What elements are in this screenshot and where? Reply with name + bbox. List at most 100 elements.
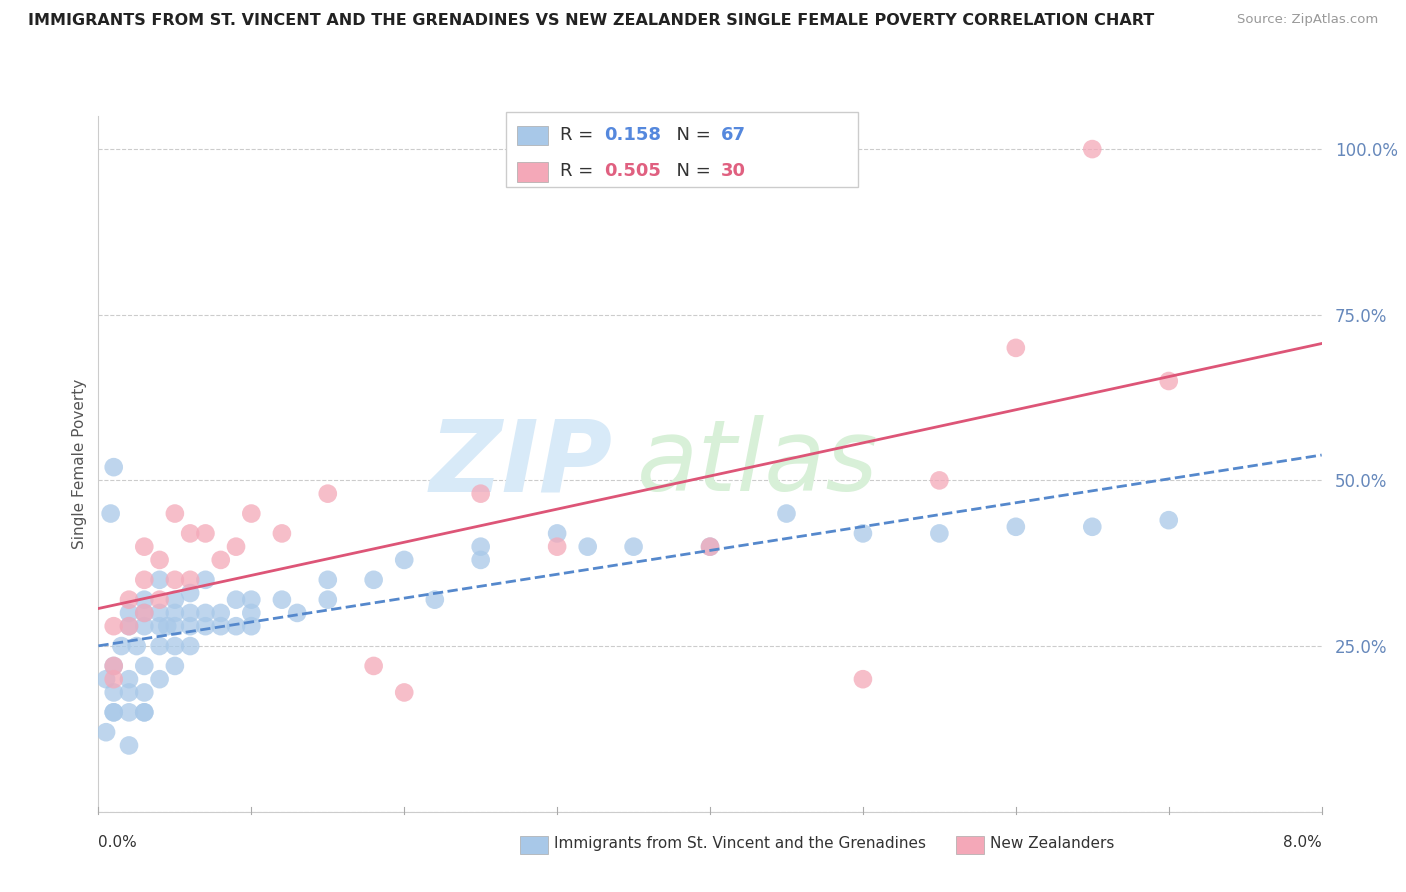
Text: 0.0%: 0.0% bbox=[98, 836, 138, 850]
Point bbox=[363, 659, 385, 673]
Text: N =: N = bbox=[665, 162, 717, 180]
Point bbox=[163, 659, 186, 673]
Point bbox=[1081, 520, 1104, 534]
Point bbox=[194, 606, 217, 620]
Point bbox=[118, 592, 141, 607]
Point bbox=[149, 553, 172, 567]
Point bbox=[103, 706, 125, 720]
Point bbox=[316, 592, 339, 607]
Point bbox=[149, 672, 172, 686]
Point bbox=[163, 639, 186, 653]
Point bbox=[134, 706, 156, 720]
Point bbox=[163, 619, 186, 633]
Point bbox=[623, 540, 645, 554]
Text: atlas: atlas bbox=[637, 416, 879, 512]
Point bbox=[94, 725, 117, 739]
Point bbox=[149, 592, 172, 607]
Point bbox=[363, 573, 385, 587]
Point bbox=[149, 619, 172, 633]
Text: R =: R = bbox=[560, 126, 599, 144]
Text: Immigrants from St. Vincent and the Grenadines: Immigrants from St. Vincent and the Gren… bbox=[554, 837, 927, 851]
Point bbox=[1004, 341, 1026, 355]
Point bbox=[225, 540, 247, 554]
Point bbox=[546, 540, 568, 554]
Point bbox=[470, 540, 492, 554]
Point bbox=[134, 619, 156, 633]
Point bbox=[240, 619, 263, 633]
Point bbox=[392, 685, 416, 699]
Point bbox=[103, 659, 125, 673]
Point bbox=[179, 586, 201, 600]
Point bbox=[1157, 374, 1180, 388]
Text: IMMIGRANTS FROM ST. VINCENT AND THE GRENADINES VS NEW ZEALANDER SINGLE FEMALE PO: IMMIGRANTS FROM ST. VINCENT AND THE GREN… bbox=[28, 13, 1154, 29]
Point bbox=[240, 592, 263, 607]
Point bbox=[118, 739, 141, 753]
Point bbox=[134, 706, 156, 720]
Point bbox=[392, 553, 416, 567]
Point bbox=[118, 606, 141, 620]
Point bbox=[118, 672, 141, 686]
Point bbox=[270, 592, 294, 607]
Point bbox=[103, 619, 125, 633]
Point bbox=[100, 507, 122, 521]
Point bbox=[103, 685, 125, 699]
Point bbox=[699, 540, 721, 554]
Point bbox=[103, 672, 125, 686]
Point bbox=[134, 592, 156, 607]
Point bbox=[149, 573, 172, 587]
Point bbox=[134, 573, 156, 587]
Point bbox=[134, 685, 156, 699]
Point bbox=[194, 619, 217, 633]
Point bbox=[225, 592, 247, 607]
Point bbox=[240, 507, 263, 521]
Point bbox=[194, 573, 217, 587]
Point bbox=[209, 606, 232, 620]
Point bbox=[1004, 520, 1026, 534]
Text: Source: ZipAtlas.com: Source: ZipAtlas.com bbox=[1237, 13, 1378, 27]
Point bbox=[470, 553, 492, 567]
Text: 0.158: 0.158 bbox=[605, 126, 662, 144]
Text: N =: N = bbox=[665, 126, 717, 144]
Point bbox=[103, 659, 125, 673]
Point bbox=[103, 460, 125, 475]
Point bbox=[94, 672, 117, 686]
Point bbox=[125, 639, 148, 653]
Point bbox=[134, 606, 156, 620]
Point bbox=[270, 526, 294, 541]
Point bbox=[156, 619, 179, 633]
Text: 8.0%: 8.0% bbox=[1282, 836, 1322, 850]
Point bbox=[316, 573, 339, 587]
Point bbox=[576, 540, 599, 554]
Point bbox=[852, 526, 875, 541]
Point bbox=[110, 639, 132, 653]
Point bbox=[163, 592, 186, 607]
Point bbox=[163, 507, 186, 521]
Point bbox=[179, 606, 201, 620]
Point bbox=[118, 619, 141, 633]
Point bbox=[163, 573, 186, 587]
Point bbox=[928, 526, 950, 541]
Point bbox=[209, 553, 232, 567]
Point bbox=[316, 486, 339, 500]
Point bbox=[149, 639, 172, 653]
Text: New Zealanders: New Zealanders bbox=[990, 837, 1114, 851]
Point bbox=[852, 672, 875, 686]
Point bbox=[775, 507, 797, 521]
Point bbox=[179, 526, 201, 541]
Point bbox=[1081, 142, 1104, 156]
Point bbox=[179, 573, 201, 587]
Point bbox=[699, 540, 721, 554]
Point bbox=[103, 706, 125, 720]
Point bbox=[285, 606, 308, 620]
Point bbox=[179, 619, 201, 633]
Point bbox=[194, 526, 217, 541]
Point bbox=[134, 659, 156, 673]
Text: ZIP: ZIP bbox=[429, 416, 612, 512]
Text: 0.505: 0.505 bbox=[605, 162, 661, 180]
Point bbox=[1157, 513, 1180, 527]
Point bbox=[423, 592, 446, 607]
Point bbox=[163, 606, 186, 620]
Point bbox=[928, 474, 950, 488]
Point bbox=[134, 540, 156, 554]
Point bbox=[134, 606, 156, 620]
